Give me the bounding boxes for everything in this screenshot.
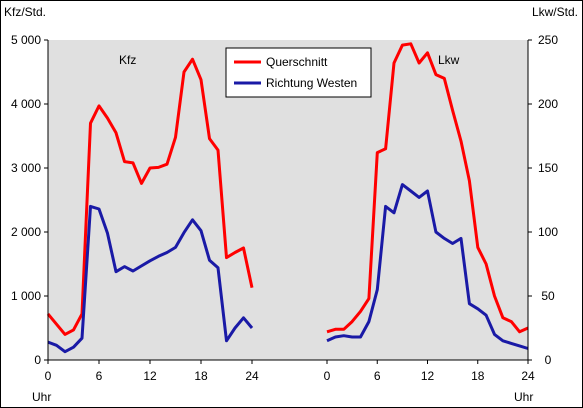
x-tick-label: 12 [421,369,435,383]
x-tick-label: 0 [324,369,331,383]
lines-layer [46,42,529,354]
x-tick-label: 6 [374,369,381,383]
left-y-tick-label: 0 [34,353,41,367]
panel-label-kfz: Kfz [119,53,136,67]
x-tick-label: 18 [471,369,485,383]
x-unit-label-right: Uhr [514,390,533,404]
legend-box [225,47,372,98]
panel-label-lkw: Lkw [438,53,460,67]
left-y-tick-label: 2 000 [11,225,41,239]
legend-label-querschnitt: Querschnitt [266,55,328,69]
right-axis-label: Lkw/Std. [532,5,578,19]
x-tick-label: 12 [143,369,157,383]
left-y-tick-label: 3 000 [11,161,41,175]
right-y-tick-label: 100 [538,225,558,239]
series-line-kfz-querschnitt [46,57,254,336]
x-tick-label: 0 [45,369,52,383]
left-axis-label: Kfz/Std. [4,5,46,19]
x-tick-label: 6 [96,369,103,383]
right-y-tick-label: 0 [545,353,552,367]
axes-layer: 0 1 000 2 000 3 000 4 000 5 000 0 50 100 150 200 25… [11,33,558,404]
series-line-lkw-richtung-westen [326,183,529,350]
x-unit-label-left: Uhr [32,390,51,404]
series-line-lkw-querschnitt [326,42,529,334]
left-y-tick-label: 1 000 [11,289,41,303]
x-tick-label: 18 [194,369,208,383]
left-y-tick-label: 4 000 [11,97,41,111]
x-tick-label: 24 [521,369,535,383]
right-y-tick-label: 200 [538,97,558,111]
legend: Querschnitt Richtung Westen [225,47,372,98]
legend-label-richtung-westen: Richtung Westen [266,76,357,90]
left-y-tick-label: 5 000 [11,33,41,47]
right-y-tick-label: 50 [541,289,555,303]
x-tick-label: 24 [245,369,259,383]
right-y-tick-label: 150 [538,161,558,175]
series-line-kfz-richtung-westen [47,204,254,354]
right-y-tick-label: 250 [538,33,558,47]
